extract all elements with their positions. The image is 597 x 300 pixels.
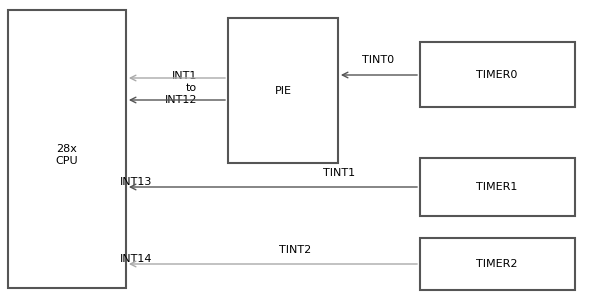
Bar: [228, 18, 338, 163]
Text: INT13: INT13: [119, 177, 152, 187]
Text: TIMER1: TIMER1: [476, 182, 518, 192]
Bar: [420, 42, 575, 107]
Text: TINT2: TINT2: [279, 245, 311, 255]
Bar: [420, 158, 575, 216]
Text: TIMER0: TIMER0: [476, 70, 518, 80]
Text: PIE: PIE: [275, 86, 291, 96]
Text: TINT0: TINT0: [362, 55, 394, 65]
Text: TIMER2: TIMER2: [476, 259, 518, 269]
Text: 28x
CPU: 28x CPU: [56, 144, 78, 166]
Text: TINT1: TINT1: [323, 168, 355, 178]
Text: INT14: INT14: [119, 254, 152, 264]
Bar: [420, 238, 575, 290]
Text: INT1
to
INT12: INT1 to INT12: [165, 71, 197, 105]
Bar: [8, 10, 126, 288]
